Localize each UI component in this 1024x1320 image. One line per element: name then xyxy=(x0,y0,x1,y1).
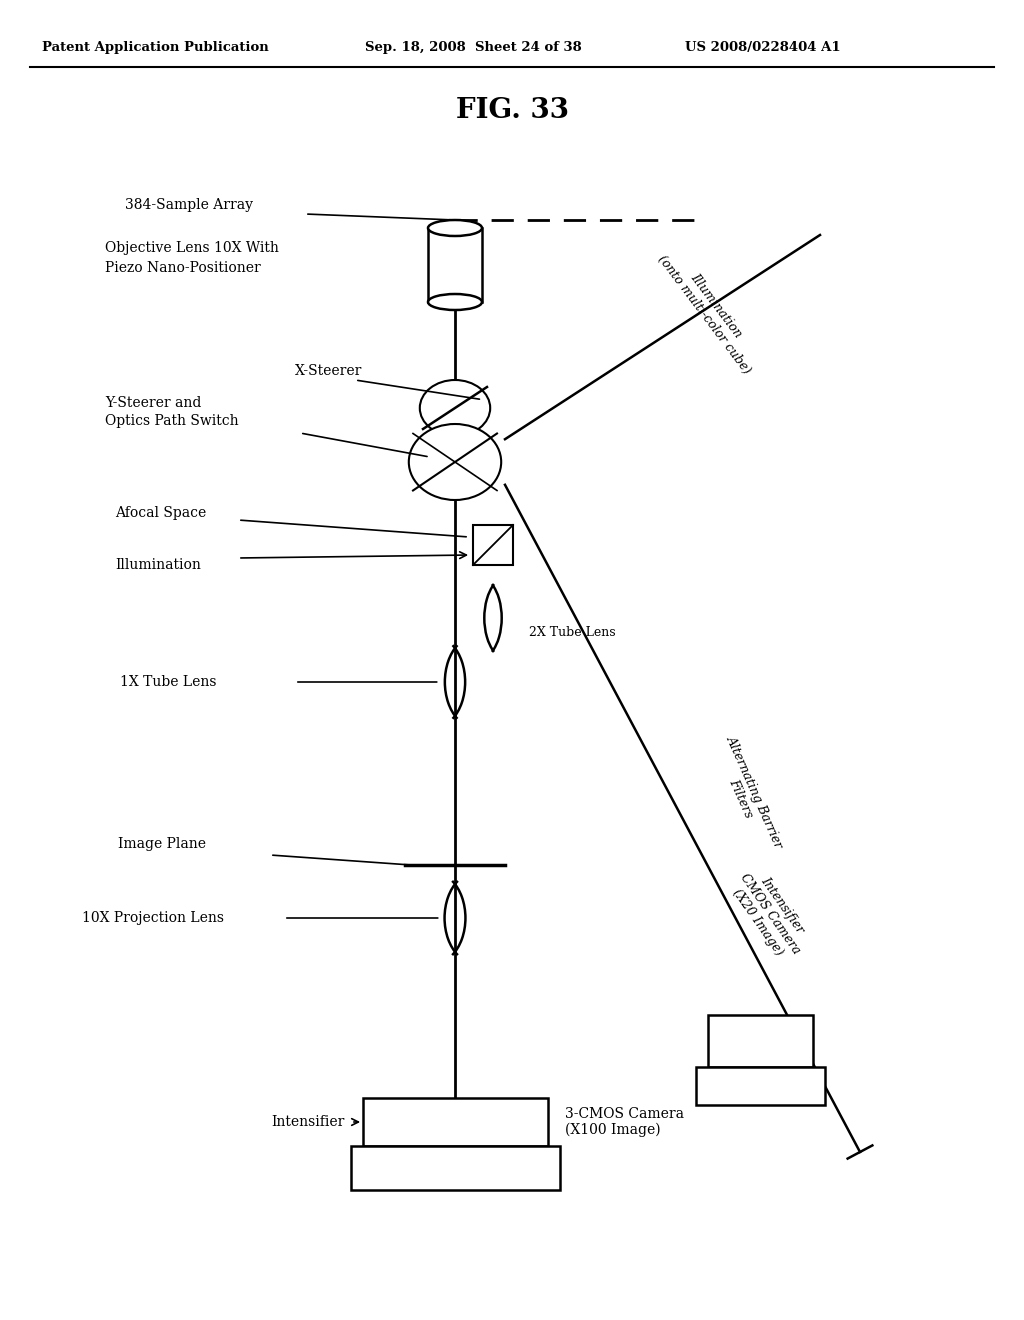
Text: 384-Sample Array: 384-Sample Array xyxy=(125,198,253,213)
Bar xyxy=(362,1098,548,1146)
Text: FIG. 33: FIG. 33 xyxy=(456,96,568,124)
Bar xyxy=(351,1146,560,1191)
Text: 10X Projection Lens: 10X Projection Lens xyxy=(82,911,224,925)
Ellipse shape xyxy=(428,294,482,310)
Text: Objective Lens 10X With
Piezo Nano-Positioner: Objective Lens 10X With Piezo Nano-Posit… xyxy=(105,242,279,275)
Ellipse shape xyxy=(420,380,490,436)
Ellipse shape xyxy=(428,220,482,236)
Bar xyxy=(708,1015,813,1067)
Bar xyxy=(696,1067,825,1105)
Text: 2X Tube Lens: 2X Tube Lens xyxy=(529,626,615,639)
Text: Sep. 18, 2008  Sheet 24 of 38: Sep. 18, 2008 Sheet 24 of 38 xyxy=(365,41,582,54)
Text: X-Steerer: X-Steerer xyxy=(295,364,362,378)
Text: Y-Steerer and
Optics Path Switch: Y-Steerer and Optics Path Switch xyxy=(105,396,239,428)
Text: Alternating Barrier
Filters: Alternating Barrier Filters xyxy=(711,734,785,857)
Text: Intensifier
CMOS Camera
(X20 Image): Intensifier CMOS Camera (X20 Image) xyxy=(725,862,815,965)
Bar xyxy=(428,228,482,302)
Text: Intensifier: Intensifier xyxy=(271,1115,345,1129)
Text: Image Plane: Image Plane xyxy=(118,837,206,851)
Text: 3-CMOS Camera
(X100 Image): 3-CMOS Camera (X100 Image) xyxy=(565,1106,684,1138)
Text: Afocal Space: Afocal Space xyxy=(115,506,206,520)
Text: Illumination
(onto multi-color cube): Illumination (onto multi-color cube) xyxy=(655,244,765,376)
Ellipse shape xyxy=(409,424,501,500)
Text: 1X Tube Lens: 1X Tube Lens xyxy=(120,675,216,689)
Text: Illumination: Illumination xyxy=(115,558,201,572)
Text: Patent Application Publication: Patent Application Publication xyxy=(42,41,268,54)
Text: US 2008/0228404 A1: US 2008/0228404 A1 xyxy=(685,41,841,54)
Bar xyxy=(473,525,513,565)
